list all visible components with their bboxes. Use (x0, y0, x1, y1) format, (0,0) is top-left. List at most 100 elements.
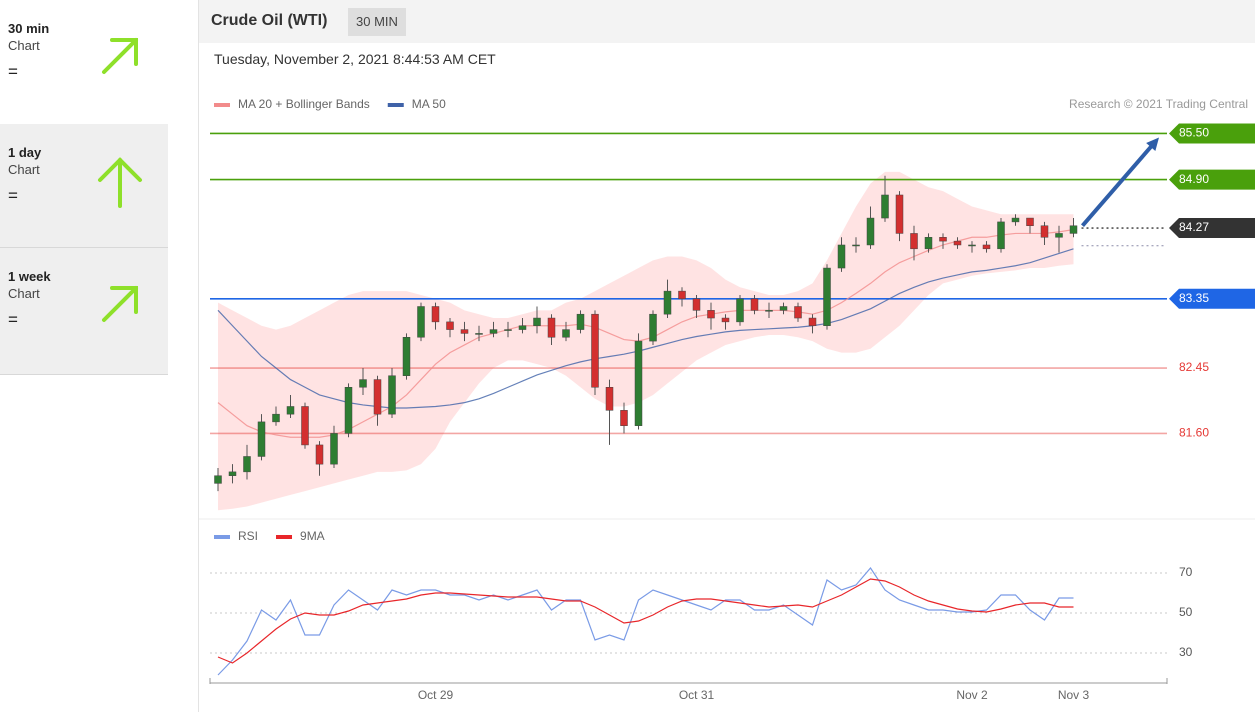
period: 30 min (8, 21, 50, 36)
legend-label: 9MA (300, 529, 325, 543)
level-tag (1169, 169, 1255, 190)
candle-body (547, 317, 556, 338)
signal: = (8, 310, 18, 329)
candle-body (736, 298, 744, 323)
trend-icon (98, 157, 142, 208)
candle-body (1040, 225, 1049, 238)
candle-body (620, 410, 628, 426)
candle-body (605, 387, 614, 411)
candle-body (837, 244, 846, 269)
candle-body (272, 413, 280, 423)
level-label: 83.35 (1179, 291, 1209, 305)
header: Crude Oil (WTI) 30 MIN (199, 0, 1255, 43)
candle-body (953, 240, 962, 246)
candle-body (460, 329, 469, 334)
candle-body (446, 321, 454, 330)
signal-item[interactable]: 1 week Chart = (0, 248, 168, 375)
candle-body (939, 237, 947, 242)
candle-body (895, 194, 904, 234)
level-label: 82.45 (1179, 360, 1209, 374)
candle-body (881, 194, 889, 219)
candle-body (823, 267, 831, 326)
interval-badge[interactable]: 30 MIN (348, 8, 406, 36)
timestamp: Tuesday, November 2, 2021 8:44:53 AM CET (214, 51, 496, 67)
level-label: 84.90 (1179, 172, 1209, 186)
candle-body (475, 333, 483, 335)
moving-average (217, 228, 1074, 438)
level-tag (1169, 123, 1255, 144)
legend-label: RSI (238, 529, 258, 543)
legend-swatch (214, 103, 230, 107)
candle-body (634, 340, 643, 426)
candle-body (982, 244, 991, 250)
candle-body (315, 444, 324, 465)
x-tick-label: Nov 3 (1058, 688, 1090, 702)
level-label: 85.50 (1179, 126, 1209, 140)
level-tag (1169, 288, 1255, 309)
candle-body (779, 306, 788, 311)
candle-body (228, 471, 237, 476)
item-label: Chart (8, 162, 40, 177)
candle-body (417, 306, 425, 338)
candle-body (359, 379, 367, 388)
candle-body (1069, 225, 1078, 234)
candle-body (663, 290, 672, 315)
x-tick-label: Oct 31 (679, 688, 715, 702)
instrument-title: Crude Oil (WTI) (211, 12, 328, 29)
candle-body (707, 310, 715, 319)
level-label: 84.27 (1179, 220, 1209, 234)
legend-swatch (214, 535, 230, 539)
period: 1 day (8, 145, 42, 160)
candle-body (852, 244, 860, 247)
candle-body (591, 313, 599, 388)
candle-body (866, 217, 875, 246)
candle-body (910, 233, 918, 250)
signal: = (8, 62, 18, 81)
target-arrowhead (1146, 137, 1159, 151)
x-tick-label: Oct 29 (418, 688, 454, 702)
candle-body (489, 329, 498, 334)
y-tick-label: 50 (1179, 605, 1193, 619)
bollinger-band (218, 171, 1074, 511)
candle-body (373, 379, 382, 415)
candle-body (301, 406, 309, 446)
candle-body (1026, 217, 1034, 226)
candle-body (562, 329, 570, 338)
signal-item[interactable]: 30 min Chart = (0, 0, 168, 124)
legend-swatch (387, 103, 404, 107)
source-note: Research © 2021 Trading Central (1069, 97, 1248, 111)
signal: = (8, 186, 18, 205)
candle-body (1055, 233, 1063, 238)
candle-body (750, 298, 759, 311)
candle-body (243, 456, 251, 473)
y-tick-label: 30 (1179, 645, 1193, 659)
legend-swatch (276, 535, 293, 539)
candle-body (765, 310, 773, 312)
candle-body (402, 337, 411, 376)
item-label: Chart (8, 38, 40, 53)
candle-body (533, 317, 541, 326)
candle-body (1011, 217, 1020, 223)
candle-body (924, 237, 933, 250)
x-tick-label: Nov 2 (956, 688, 988, 702)
level-label: 81.60 (1179, 426, 1209, 440)
candle-body (431, 306, 440, 323)
level-tag (1169, 218, 1255, 239)
candle-body (692, 298, 701, 311)
candle-body (997, 221, 1005, 250)
trend-icon (102, 38, 138, 74)
moving-average (217, 248, 1074, 409)
period: 1 week (8, 269, 51, 284)
indicator-line (217, 578, 1074, 664)
candle-body (388, 375, 396, 415)
legend-label: MA 50 (412, 97, 446, 111)
candle-body (794, 306, 802, 319)
candle-body (649, 313, 657, 342)
target-arrow (1080, 142, 1156, 228)
signal-item[interactable]: 1 day Chart = (0, 124, 168, 248)
indicator-line (217, 567, 1074, 676)
item-label: Chart (8, 286, 40, 301)
candle-body (214, 475, 222, 484)
